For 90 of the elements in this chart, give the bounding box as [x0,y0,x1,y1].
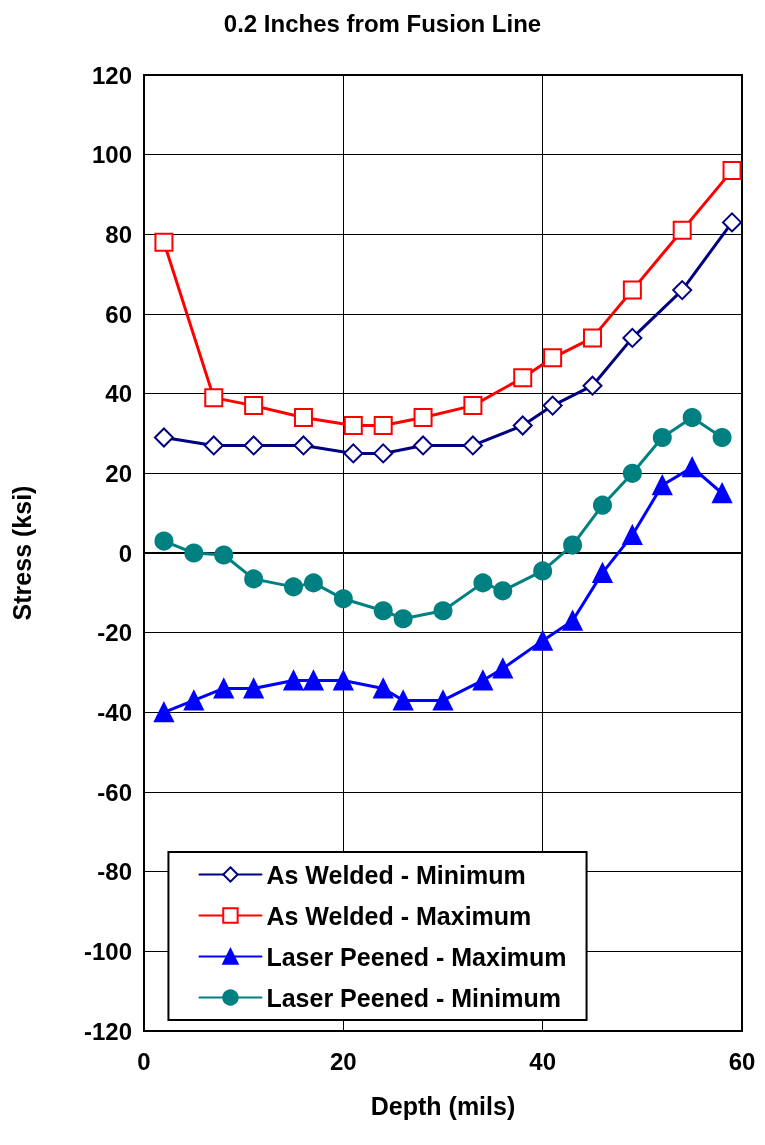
y-tick-label: -40 [97,698,132,726]
x-tick-label: 60 [728,1047,756,1075]
point [293,408,313,428]
point [153,427,174,448]
x-tick-label: 0 [137,1047,151,1075]
point [153,702,174,723]
point [243,435,264,456]
point [722,212,743,233]
y-tick-label: 120 [91,61,132,89]
point [303,573,323,593]
point [393,609,413,629]
point [533,561,553,581]
point [542,395,563,416]
x-tick-label: 20 [329,1047,357,1075]
point [492,658,513,679]
y-axis-title: Stress (ksi) [7,485,36,621]
point [343,416,363,436]
point [473,573,493,593]
point [652,427,672,447]
point [543,348,563,368]
point [373,601,393,621]
point [583,328,602,348]
point [413,435,434,456]
point [373,416,393,436]
y-tick-label: 20 [105,459,132,487]
legend-label: Laser Peened - Maximum [266,942,567,971]
point [373,678,394,699]
point [592,495,612,515]
point [712,427,732,447]
point [652,475,673,496]
y-tick-label: 100 [91,141,132,169]
x-axis-title: Depth (mils) [370,1091,516,1120]
y-tick-label: 80 [105,220,132,248]
point [214,545,234,565]
point [722,161,742,181]
point [373,443,394,464]
x-tick-label: 40 [529,1047,557,1075]
point [333,670,354,691]
point [303,670,324,691]
point [682,457,703,478]
point [293,435,314,456]
point [622,327,643,348]
point [592,562,613,583]
point [433,690,453,711]
y-tick-label: 60 [105,300,132,328]
y-tick-label: -120 [83,1017,132,1045]
point [712,483,733,504]
point [463,396,483,416]
point [343,443,364,464]
point [154,531,174,551]
legend-label: As Welded - Maximum [266,901,532,930]
point [413,408,433,428]
point [244,569,264,589]
point [513,368,533,388]
legend-label: As Welded - Minimum [266,860,526,889]
point [393,690,414,711]
y-tick-label: 40 [105,380,132,408]
point [532,630,553,651]
point [622,463,642,483]
point [622,525,643,546]
point [283,670,304,691]
y-tick-label: -60 [97,778,132,806]
point [672,280,693,301]
y-tick-label: -20 [97,619,132,647]
point [512,415,533,436]
point [244,396,264,416]
point [204,388,224,408]
point [284,577,303,597]
point [462,435,483,456]
point [622,280,642,300]
point [154,232,174,252]
point [333,589,353,609]
y-tick-label: -100 [83,937,132,965]
point [562,610,583,631]
point [682,408,702,428]
point [582,375,603,396]
chart-title: 0.2 Inches from Fusion Line [223,9,542,37]
y-tick-label: -80 [97,858,132,886]
point [493,581,513,601]
legend-label: Laser Peened - Minimum [266,983,561,1012]
point [213,678,234,699]
point [563,535,583,555]
point [472,670,493,691]
point [183,690,204,711]
point [433,601,453,621]
point [184,543,204,563]
point [672,220,692,240]
y-tick-label: 0 [118,539,132,567]
point [243,678,264,699]
point [203,435,224,456]
